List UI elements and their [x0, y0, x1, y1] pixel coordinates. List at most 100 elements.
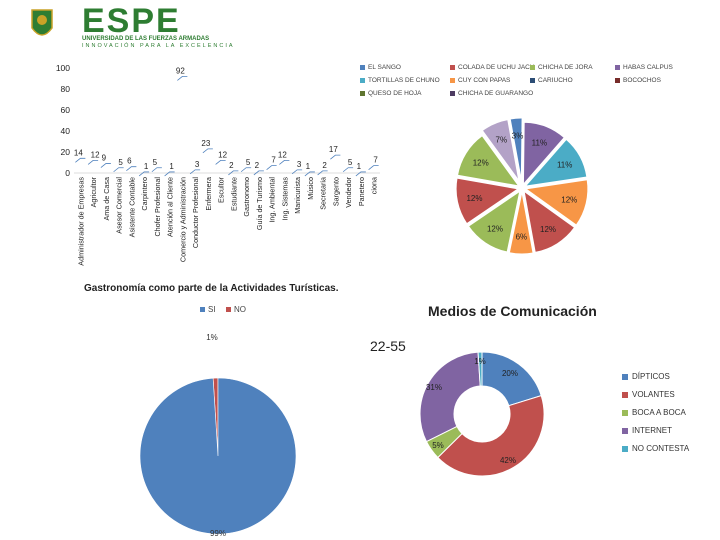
- category-label: ciona: [370, 177, 379, 194]
- value-mark: [138, 171, 150, 177]
- platos-legend-item: TORTILLAS DE CHUNO: [360, 77, 440, 84]
- y-tick-label: 100: [56, 63, 70, 73]
- value-mark: [75, 157, 86, 163]
- value-mark: [177, 76, 188, 81]
- legend-swatch: [622, 409, 628, 416]
- platos-legend-item: QUESO DE HOJA: [360, 90, 421, 97]
- slice-label: 11%: [557, 161, 572, 170]
- pie-slice: [481, 119, 520, 181]
- slice-label: 12%: [561, 195, 577, 204]
- legend-label: CHICHA DE GUARANGO: [458, 90, 534, 97]
- pie-slice: [524, 179, 589, 226]
- data-label: 12: [218, 150, 227, 159]
- value-mark: [240, 167, 252, 173]
- legend-label: BOCA A BOCA: [632, 408, 686, 417]
- legend-label: INTERNET: [632, 426, 672, 435]
- slice-label: 3%: [512, 132, 524, 141]
- legend-label: QUESO DE HOJA: [368, 90, 422, 97]
- data-label: 7: [271, 156, 276, 165]
- value-mark: [368, 165, 379, 170]
- slice-label: 1%: [474, 357, 486, 366]
- category-label: Chofer Profesional: [153, 177, 162, 237]
- gastronomia-legend: SI NO: [200, 305, 280, 317]
- value-mark: [87, 160, 99, 165]
- category-label: Sargento: [331, 177, 340, 206]
- category-label: Atención al Cliente: [166, 177, 175, 237]
- legend-swatch: [622, 391, 628, 398]
- slice-label: 11%: [532, 139, 547, 148]
- value-mark: [253, 170, 264, 176]
- value-mark: [342, 167, 354, 173]
- slice-label: 12%: [487, 224, 503, 233]
- platos-legend-item: CHICHA DE GUARANGO: [450, 90, 533, 97]
- category-label: Panetero: [357, 177, 366, 206]
- platos-legend-item: HABAS CALPUS: [615, 64, 673, 71]
- data-label: 92: [176, 66, 185, 75]
- legend-label: NO CONTESTA: [632, 444, 690, 453]
- value-mark: [317, 170, 328, 176]
- legend-swatch: [622, 445, 628, 452]
- legend-swatch: [360, 91, 365, 96]
- value-mark: [291, 169, 303, 175]
- logo-text: ESPE: [82, 2, 181, 40]
- donut-slice: [437, 394, 545, 477]
- legend-label: COLADA DE UCHU JACU: [458, 64, 535, 71]
- pie-slice: [509, 117, 523, 181]
- category-label: Comercio y Administración: [178, 177, 187, 262]
- slice-label: 99%: [210, 529, 226, 536]
- category-label: Conductor Profesional: [191, 177, 200, 249]
- value-mark: [126, 166, 137, 172]
- data-label: 12: [91, 150, 100, 159]
- slice-label: 1%: [206, 333, 218, 342]
- data-label: 1: [169, 162, 174, 171]
- category-label: Agricultor: [89, 176, 98, 207]
- category-label: Secretaria: [319, 177, 328, 210]
- platos-legend: EL SANGO COLADA DE UCHU JACU CHICHA DE JOR…: [360, 64, 715, 104]
- data-label: 2: [255, 161, 260, 170]
- slice-label: 12%: [540, 225, 556, 234]
- category-label: Ing. Sistemas: [280, 177, 289, 221]
- logo-subtitle-1: UNIVERSIDAD DE LAS FUERZAS ARMADAS: [82, 36, 210, 42]
- legend-label: CUY CON PAPAS: [458, 77, 511, 84]
- pie-slice: [467, 190, 521, 253]
- data-label: 14: [74, 148, 83, 157]
- legend-label: TORTILLAS DE CHUNO: [368, 77, 440, 84]
- donut-slice: [477, 351, 483, 387]
- value-mark: [113, 167, 124, 173]
- legend-label: VOLANTES: [632, 390, 675, 399]
- logo: ESPE UNIVERSIDAD DE LAS FUERZAS ARMADAS …: [28, 2, 268, 50]
- legend-label: CARIUCHO: [538, 77, 573, 84]
- data-label: 1: [144, 162, 149, 171]
- value-mark: [215, 160, 226, 165]
- data-label: 5: [246, 158, 251, 167]
- data-label: 6: [127, 157, 132, 166]
- category-label: Guía de Turismo: [255, 177, 264, 230]
- slice-label: 12%: [473, 158, 489, 167]
- gastronomia-legend-item: SI: [200, 305, 216, 314]
- data-label: 3: [297, 160, 302, 169]
- legend-swatch: [530, 78, 535, 83]
- data-label: 3: [195, 160, 200, 169]
- value-mark: [279, 160, 290, 165]
- category-label: Gastronomo: [242, 177, 251, 217]
- data-label: 9: [102, 154, 107, 163]
- pie-slice: [524, 138, 588, 187]
- value-mark: [202, 148, 213, 154]
- pie-slice: [139, 377, 297, 535]
- legend-swatch: [360, 78, 365, 83]
- legend-label: DÍPTICOS: [632, 372, 670, 381]
- value-mark: [355, 171, 366, 177]
- legend-label: BOCOCHOS: [623, 77, 661, 84]
- pie-slice: [455, 177, 520, 225]
- y-tick-label: 20: [61, 147, 71, 157]
- legend-swatch: [622, 373, 628, 380]
- legend-swatch: [615, 78, 620, 83]
- platos-legend-item: CUY CON PAPAS: [450, 77, 510, 84]
- data-label: 2: [322, 161, 327, 170]
- y-tick-label: 40: [61, 126, 71, 136]
- slice-label: 20%: [502, 369, 518, 378]
- y-tick-label: 0: [65, 168, 70, 178]
- category-label: Enfermera: [204, 177, 213, 211]
- data-label: 1: [306, 162, 311, 171]
- data-label: 1: [357, 162, 362, 171]
